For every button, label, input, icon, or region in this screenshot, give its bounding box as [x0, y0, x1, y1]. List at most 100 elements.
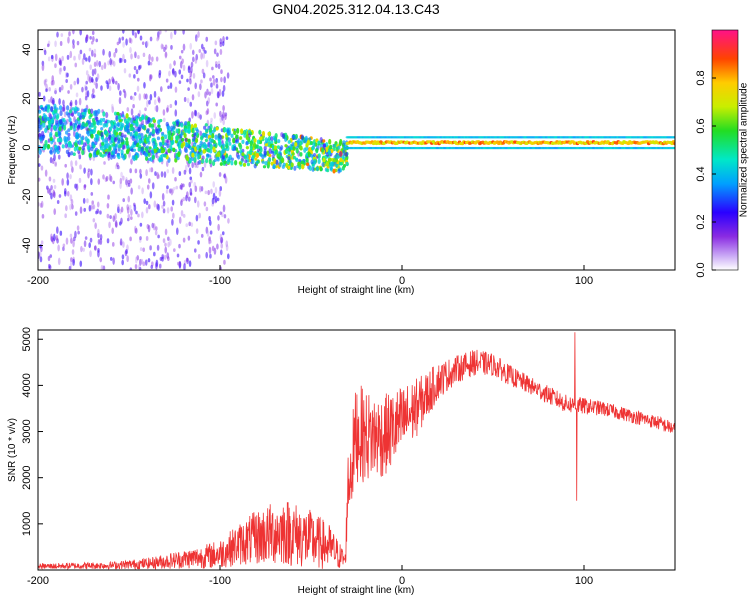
spectrogram-cell — [205, 36, 209, 42]
spectrogram-cell — [215, 79, 219, 86]
spectrogram-cell — [224, 112, 228, 117]
spectrogram-cell — [72, 239, 75, 248]
spectrogram-cell — [336, 155, 340, 159]
spectrogram-cell — [190, 66, 193, 74]
spectrogram-cell — [212, 143, 216, 147]
spectrogram-cell — [107, 60, 110, 66]
spectrogram-cell — [69, 203, 72, 211]
spectrogram-cell — [62, 124, 67, 131]
spectrogram-cell — [71, 166, 74, 173]
spectrogram-cell — [154, 171, 157, 176]
spectrogram-cell — [268, 147, 272, 154]
spectrogram-cell — [293, 165, 297, 171]
spectrogram-cell — [112, 60, 116, 67]
spectrogram-cell — [335, 147, 339, 152]
spectrogram-cell — [132, 117, 137, 121]
spectrogram-cell — [161, 193, 165, 201]
spectrogram-cell — [223, 214, 227, 219]
spectrogram-cell — [127, 195, 131, 203]
spectrogram-cell — [219, 48, 223, 56]
spectrogram-cell — [90, 40, 94, 45]
spectrogram-cell — [129, 236, 132, 242]
spectrogram-cell — [227, 253, 230, 260]
spectrogram-cell — [163, 254, 167, 260]
spectrogram-cell — [38, 120, 41, 124]
spectrogram-cell — [148, 53, 151, 62]
spectrogram-cell — [72, 39, 75, 45]
spectrogram-cell — [116, 111, 120, 116]
spectrogram-cell — [56, 137, 61, 143]
spectrogram-cell — [146, 120, 150, 124]
spectrogram-cell — [158, 141, 163, 146]
spectrogram-cell — [61, 84, 64, 91]
spectrogram-cell — [124, 126, 128, 132]
spectrogram-cell — [206, 108, 210, 115]
spectrogram-cell — [219, 135, 223, 140]
spectrogram-cell — [136, 255, 140, 261]
spectrogram-cell — [139, 236, 142, 241]
spectrogram-cell — [175, 135, 179, 141]
spectrogram-cell — [74, 119, 78, 126]
spectrogram-cell — [210, 188, 213, 195]
spectrogram-cell — [84, 84, 87, 92]
spectrogram-cell — [137, 30, 141, 35]
spectrogram-cell — [78, 177, 82, 184]
spectrogram-cell — [178, 69, 182, 75]
spectrogram-cell — [202, 149, 206, 154]
spectrogram-cell — [325, 161, 329, 167]
spectrogram-cell — [171, 166, 175, 174]
spectrogram-cell — [196, 129, 200, 133]
spectrogram-cell — [121, 259, 124, 266]
spectrogram-cell — [58, 67, 62, 75]
spectrogram-cell — [274, 132, 278, 139]
spectrogram-cell — [171, 199, 175, 206]
spectrogram-cell — [91, 141, 95, 146]
spectrogram-cell — [162, 208, 166, 214]
spectrogram-cells — [38, 30, 675, 270]
spectrogram-cell — [186, 122, 190, 126]
spectrogram-cell — [61, 106, 65, 112]
spectrogram-cell — [89, 250, 92, 258]
spectrogram-cell — [120, 152, 124, 159]
spectrogram-cell — [108, 146, 112, 152]
spectrogram-cell — [38, 177, 41, 182]
spectrogram-cell — [131, 144, 135, 149]
colorbar-label: Normalized spectral amplitude — [739, 82, 750, 217]
spectrogram-cell — [162, 109, 166, 116]
spectrogram-cell — [156, 136, 161, 141]
spectrogram-cell — [183, 96, 187, 103]
spectrogram-cell — [85, 122, 89, 127]
spectrogram-cell — [215, 83, 219, 89]
spectrogram-cell — [44, 169, 48, 177]
spectrogram-cell — [67, 36, 70, 44]
spectrogram-cell — [199, 130, 202, 137]
spectrogram-cell — [200, 135, 204, 141]
spectrogram-cell — [54, 53, 58, 62]
spectrogram-cell — [227, 156, 231, 163]
spectrogram-cell — [223, 173, 226, 179]
spectrogram-cell — [222, 204, 226, 213]
spectrogram-cell — [162, 238, 166, 243]
spectrogram-cell — [255, 160, 259, 164]
spectrogram-cell — [49, 147, 53, 151]
spectrogram-cell — [111, 103, 114, 110]
spectrogram-cell — [224, 176, 228, 184]
spectrogram-cell — [163, 46, 166, 53]
spectrogram-cell — [138, 124, 142, 129]
spectrogram-cell — [129, 267, 133, 270]
spectrogram-cell — [126, 128, 131, 134]
spectrogram-cell — [120, 137, 124, 143]
spectrogram-cell — [230, 157, 234, 161]
spectrogram-cell — [76, 40, 80, 46]
spectrogram-x-tick-label: -200 — [27, 275, 49, 287]
spectrogram-cell — [254, 157, 258, 161]
spectrogram-cell — [188, 181, 192, 188]
spectrogram-cell — [245, 145, 249, 150]
spectrogram-cell — [46, 187, 50, 194]
spectrogram-cell — [86, 90, 90, 98]
spectrogram-cell — [305, 162, 310, 166]
spectrogram-x-axis-label: Height of straight line (km) — [298, 285, 415, 296]
spectrogram-cell — [168, 135, 172, 141]
spectrogram-cell — [68, 265, 72, 270]
spectrogram-cell — [186, 191, 189, 199]
